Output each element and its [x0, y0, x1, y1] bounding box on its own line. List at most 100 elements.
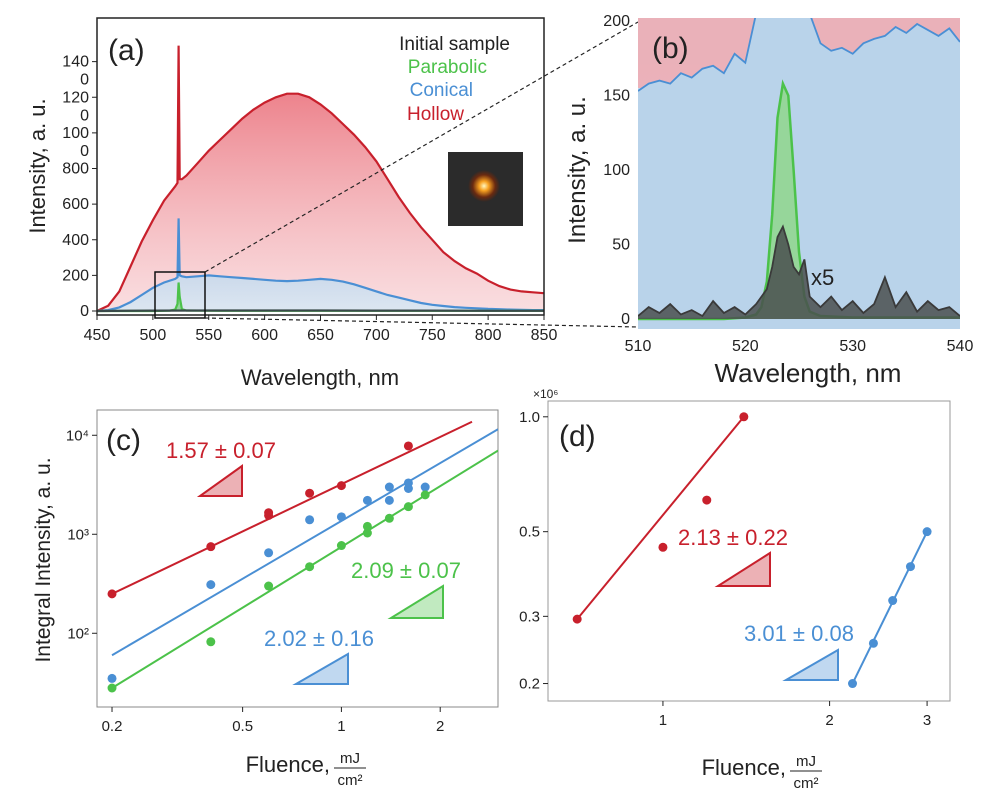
x-tick-label: 500 [140, 327, 167, 344]
panel-b-ylabel: Intensity, a. u. [564, 96, 591, 244]
x-tick-label: 2 [436, 718, 444, 735]
data-point-red [336, 481, 346, 491]
data-point-blue [905, 562, 915, 572]
x-tick-label: 510 [625, 338, 652, 355]
panel-a: 450 500 550 600 650 700 750 800 850 0 200 400 600 80… [25, 17, 558, 390]
zoom-connector-top [204, 21, 639, 273]
data-point-red [403, 441, 413, 451]
panel-a-label: (a) [108, 34, 145, 67]
data-point-green [336, 541, 346, 551]
legend-initial-sample: Initial sample [399, 34, 510, 55]
line-initial-sample [97, 309, 544, 313]
slope-triangle [387, 584, 444, 619]
svg-text:cm²: cm² [794, 775, 819, 792]
x-tick-label: 520 [732, 338, 759, 355]
y-tick-label: 0.2 [519, 676, 540, 693]
slope-triangle [782, 648, 839, 681]
panel-b-annotation: x5 [811, 265, 834, 290]
data-point-red [264, 508, 274, 518]
data-point-red [206, 542, 216, 552]
y-tick-label: 600 [62, 196, 89, 213]
panel-d-frame [547, 400, 951, 702]
panel-b-label: (b) [652, 32, 689, 65]
data-point-red [107, 589, 117, 599]
data-point-blue [384, 482, 394, 492]
data-point-blue [362, 495, 372, 505]
area-conical [638, 18, 960, 329]
y-tick-label: 100 0 [62, 125, 89, 160]
y-tick-label: 800 [62, 161, 89, 178]
panel-d-xlabel: Fluence, mJ cm² [702, 753, 822, 792]
y-tick-label: 0.5 [519, 524, 540, 541]
data-point-green [264, 581, 274, 591]
data-point-blue [107, 673, 117, 683]
line-conical [638, 18, 960, 92]
data-point-green [403, 502, 413, 512]
data-point-blue [384, 495, 394, 505]
y-tick-label: 150 [603, 88, 630, 105]
zoom-box [154, 271, 206, 319]
data-point-blue [403, 478, 413, 488]
panel-d: 1 2 3 0.2 0.3 0.5 1.0 ×10⁶ (d) 2.13 ± 0.22 3.0… [519, 387, 951, 792]
panel-b-xlabel: Wavelength, nm [715, 358, 902, 388]
area-initial-sample [638, 226, 960, 319]
panel-b: 510 520 530 540 0 50 100 150 200 (b) x5 Wavelen… [564, 13, 974, 388]
panel-a-xlabel: Wavelength, nm [241, 365, 399, 390]
x-tick-label: 850 [531, 327, 558, 344]
line-initial-sample [638, 224, 960, 318]
line-conical [97, 218, 544, 313]
panel-a-ylabel: Intensity, a. u. [25, 98, 50, 233]
slope-label: 3.01 ± 0.08 [744, 621, 854, 646]
x-tick-label: 1 [659, 712, 667, 729]
y-tick-label: 0 [80, 303, 89, 320]
slope-triangle [292, 652, 349, 685]
panel-c-label: (c) [106, 424, 141, 457]
data-point-red [702, 495, 712, 505]
data-point-red [572, 614, 582, 624]
data-point-green [420, 490, 430, 500]
svg-text:cm²: cm² [338, 772, 363, 789]
zoom-connector-bottom [204, 317, 639, 328]
data-point-red [305, 488, 315, 498]
panel-a-legend: Initial sample Parabolic Conical Hollow [399, 34, 510, 125]
legend-hollow: Hollow [407, 104, 464, 125]
data-point-blue [868, 638, 878, 648]
x-tick-label: 550 [195, 327, 222, 344]
y-tick-label: 120 0 [62, 89, 89, 124]
slope-label: 2.09 ± 0.07 [351, 558, 461, 583]
data-point-blue [206, 580, 216, 590]
y-tick-label: 10² [67, 625, 89, 642]
y-tick-label: 200 [62, 267, 89, 284]
panel-d-label: (d) [559, 420, 596, 453]
y-tick-label: 0.3 [519, 608, 540, 625]
x-tick-label: 530 [839, 338, 866, 355]
fit-line-green [111, 449, 498, 689]
svg-text:mJ: mJ [796, 753, 816, 770]
legend-parabolic: Parabolic [408, 57, 487, 78]
area-conical [97, 218, 544, 311]
x-tick-label: 800 [475, 327, 502, 344]
fit-line-red [576, 416, 745, 620]
legend-conical: Conical [410, 80, 473, 101]
x-tick-label: 450 [84, 327, 111, 344]
data-point-red [658, 542, 668, 552]
x-tick-label: 2 [825, 712, 833, 729]
svg-text:Fluence,: Fluence, [702, 755, 786, 780]
x-tick-label: 540 [947, 338, 974, 355]
x-tick-label: 3 [923, 712, 931, 729]
data-point-blue [305, 515, 315, 525]
y-tick-label: 100 [603, 162, 630, 179]
data-point-green [206, 637, 216, 647]
x-tick-label: 600 [251, 327, 278, 344]
data-point-green [362, 521, 372, 531]
data-point-green [384, 513, 394, 523]
x-tick-label: 750 [419, 327, 446, 344]
panel-c-ylabel: Integral Intensity, a. u. [32, 457, 55, 662]
data-point-green [305, 562, 315, 572]
panel-c: 0.2 0.5 1 2 10² 10³ 10⁴ (c) 1.57 ± 0.07 2.09 ±… [32, 409, 499, 789]
data-point-blue [848, 679, 858, 689]
data-point-red [739, 412, 749, 422]
slope-label: 2.13 ± 0.22 [678, 525, 788, 550]
slope-label: 1.57 ± 0.07 [166, 438, 276, 463]
slope-triangle [196, 464, 243, 497]
